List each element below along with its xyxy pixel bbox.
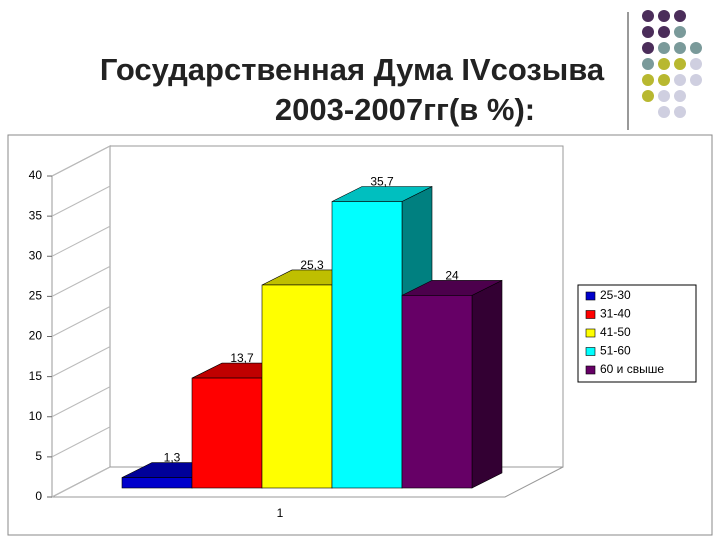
wall-grid-line [51,265,111,297]
chart-title: Государственная Дума IVсозыва [100,52,605,87]
legend-swatch [585,291,596,301]
y-tick-label: 15 [29,369,43,383]
bar [121,477,193,489]
y-tick-label: 10 [29,409,43,423]
bar-side [471,279,503,489]
value-label: 25,3 [300,258,324,272]
x-tick-label: 1 [277,506,284,520]
wall-grid-line [51,466,111,498]
bar [191,377,263,489]
wall-grid-line [51,225,111,257]
wall-grid-line [51,386,111,418]
legend-swatch [585,347,596,356]
y-tick-label: 25 [29,289,43,303]
legend-label: 41-50 [600,325,631,339]
y-tick-label: 5 [35,449,42,463]
chart-frame [7,134,713,536]
legend-label: 60 и свыше [600,362,664,376]
y-tick-label: 35 [29,208,43,222]
wall-grid-line [51,346,111,378]
decor-dots [642,10,702,118]
bar [261,284,333,489]
wall-grid-line [51,306,111,337]
bar [401,295,473,489]
y-tick-label: 40 [29,168,43,182]
wall-grid-line [51,185,111,217]
value-label: 35,7 [370,175,394,189]
y-tick-label: 20 [29,329,43,343]
value-label: 13,7 [230,351,254,365]
legend-label: 31-40 [600,307,631,321]
legend-box [577,284,697,383]
value-label: 24 [445,269,459,283]
legend-swatch [585,365,596,375]
legend-swatch [585,310,596,319]
legend-swatch [585,328,596,338]
value-label: 1,3 [164,451,181,465]
y-tick-label: 30 [29,248,43,262]
wall-grid-line [51,145,111,177]
legend-label: 25-30 [600,288,631,302]
y-tick-label: 0 [35,489,42,503]
bar [331,201,403,489]
legend-label: 51-60 [600,344,631,358]
chart-subtitle: 2003-2007гг(в %): [275,92,535,127]
wall-grid-line [51,426,111,458]
